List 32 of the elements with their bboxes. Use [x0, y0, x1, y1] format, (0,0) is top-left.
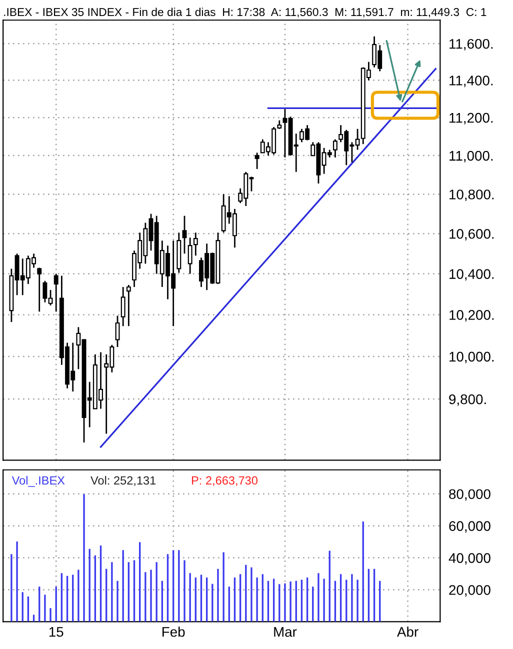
annotation: Vol: 252,131 — [90, 476, 156, 486]
x-tick-label: Mar — [274, 627, 297, 637]
candlestick — [254, 152, 260, 170]
candlestick — [188, 236, 192, 274]
candlestick — [332, 138, 338, 158]
y-tick-label: 60,000 — [449, 521, 490, 533]
candlestick — [120, 286, 126, 327]
y-tick-label: 20,000 — [449, 585, 490, 597]
y-tick-label: 80,000 — [449, 489, 490, 501]
chart-title: Vol_.IBEX — [12, 476, 65, 487]
x-tick-label: Abr — [397, 626, 418, 637]
candlestick — [193, 232, 198, 256]
x-tick-label: 15 — [49, 627, 64, 637]
y-tick-label: 10,000. — [450, 352, 494, 364]
x-tick-label: Feb — [162, 626, 185, 637]
candlestick — [54, 273, 58, 312]
annotation: P: 2,663,730 — [192, 476, 258, 486]
y-tick-label: 10,600. — [450, 228, 494, 240]
y-tick-label: 40,000 — [448, 553, 490, 565]
y-tick-label: 11,600. — [450, 38, 493, 50]
y-tick-label: 10,400. — [450, 269, 494, 281]
candlestick — [182, 215, 187, 254]
y-tick-label: 11,000. — [450, 150, 493, 162]
y-tick-label: 9,800. — [449, 394, 486, 406]
chart-title: .IBEX - IBEX 35 INDEX - Fin de dia 1 dias H: 17:38 A: 11,560.3 M: 11,591.7 m: 11,449.3 C: 1 — [4, 8, 486, 18]
candlestick — [126, 284, 131, 327]
candlestick — [37, 267, 42, 312]
y-tick-label: 10,800. — [450, 190, 494, 202]
y-tick-label: 10,200. — [450, 310, 494, 322]
y-tick-label: 11,400. — [450, 76, 493, 88]
y-tick-label: 11,200. — [450, 112, 493, 124]
candlestick — [115, 315, 120, 348]
